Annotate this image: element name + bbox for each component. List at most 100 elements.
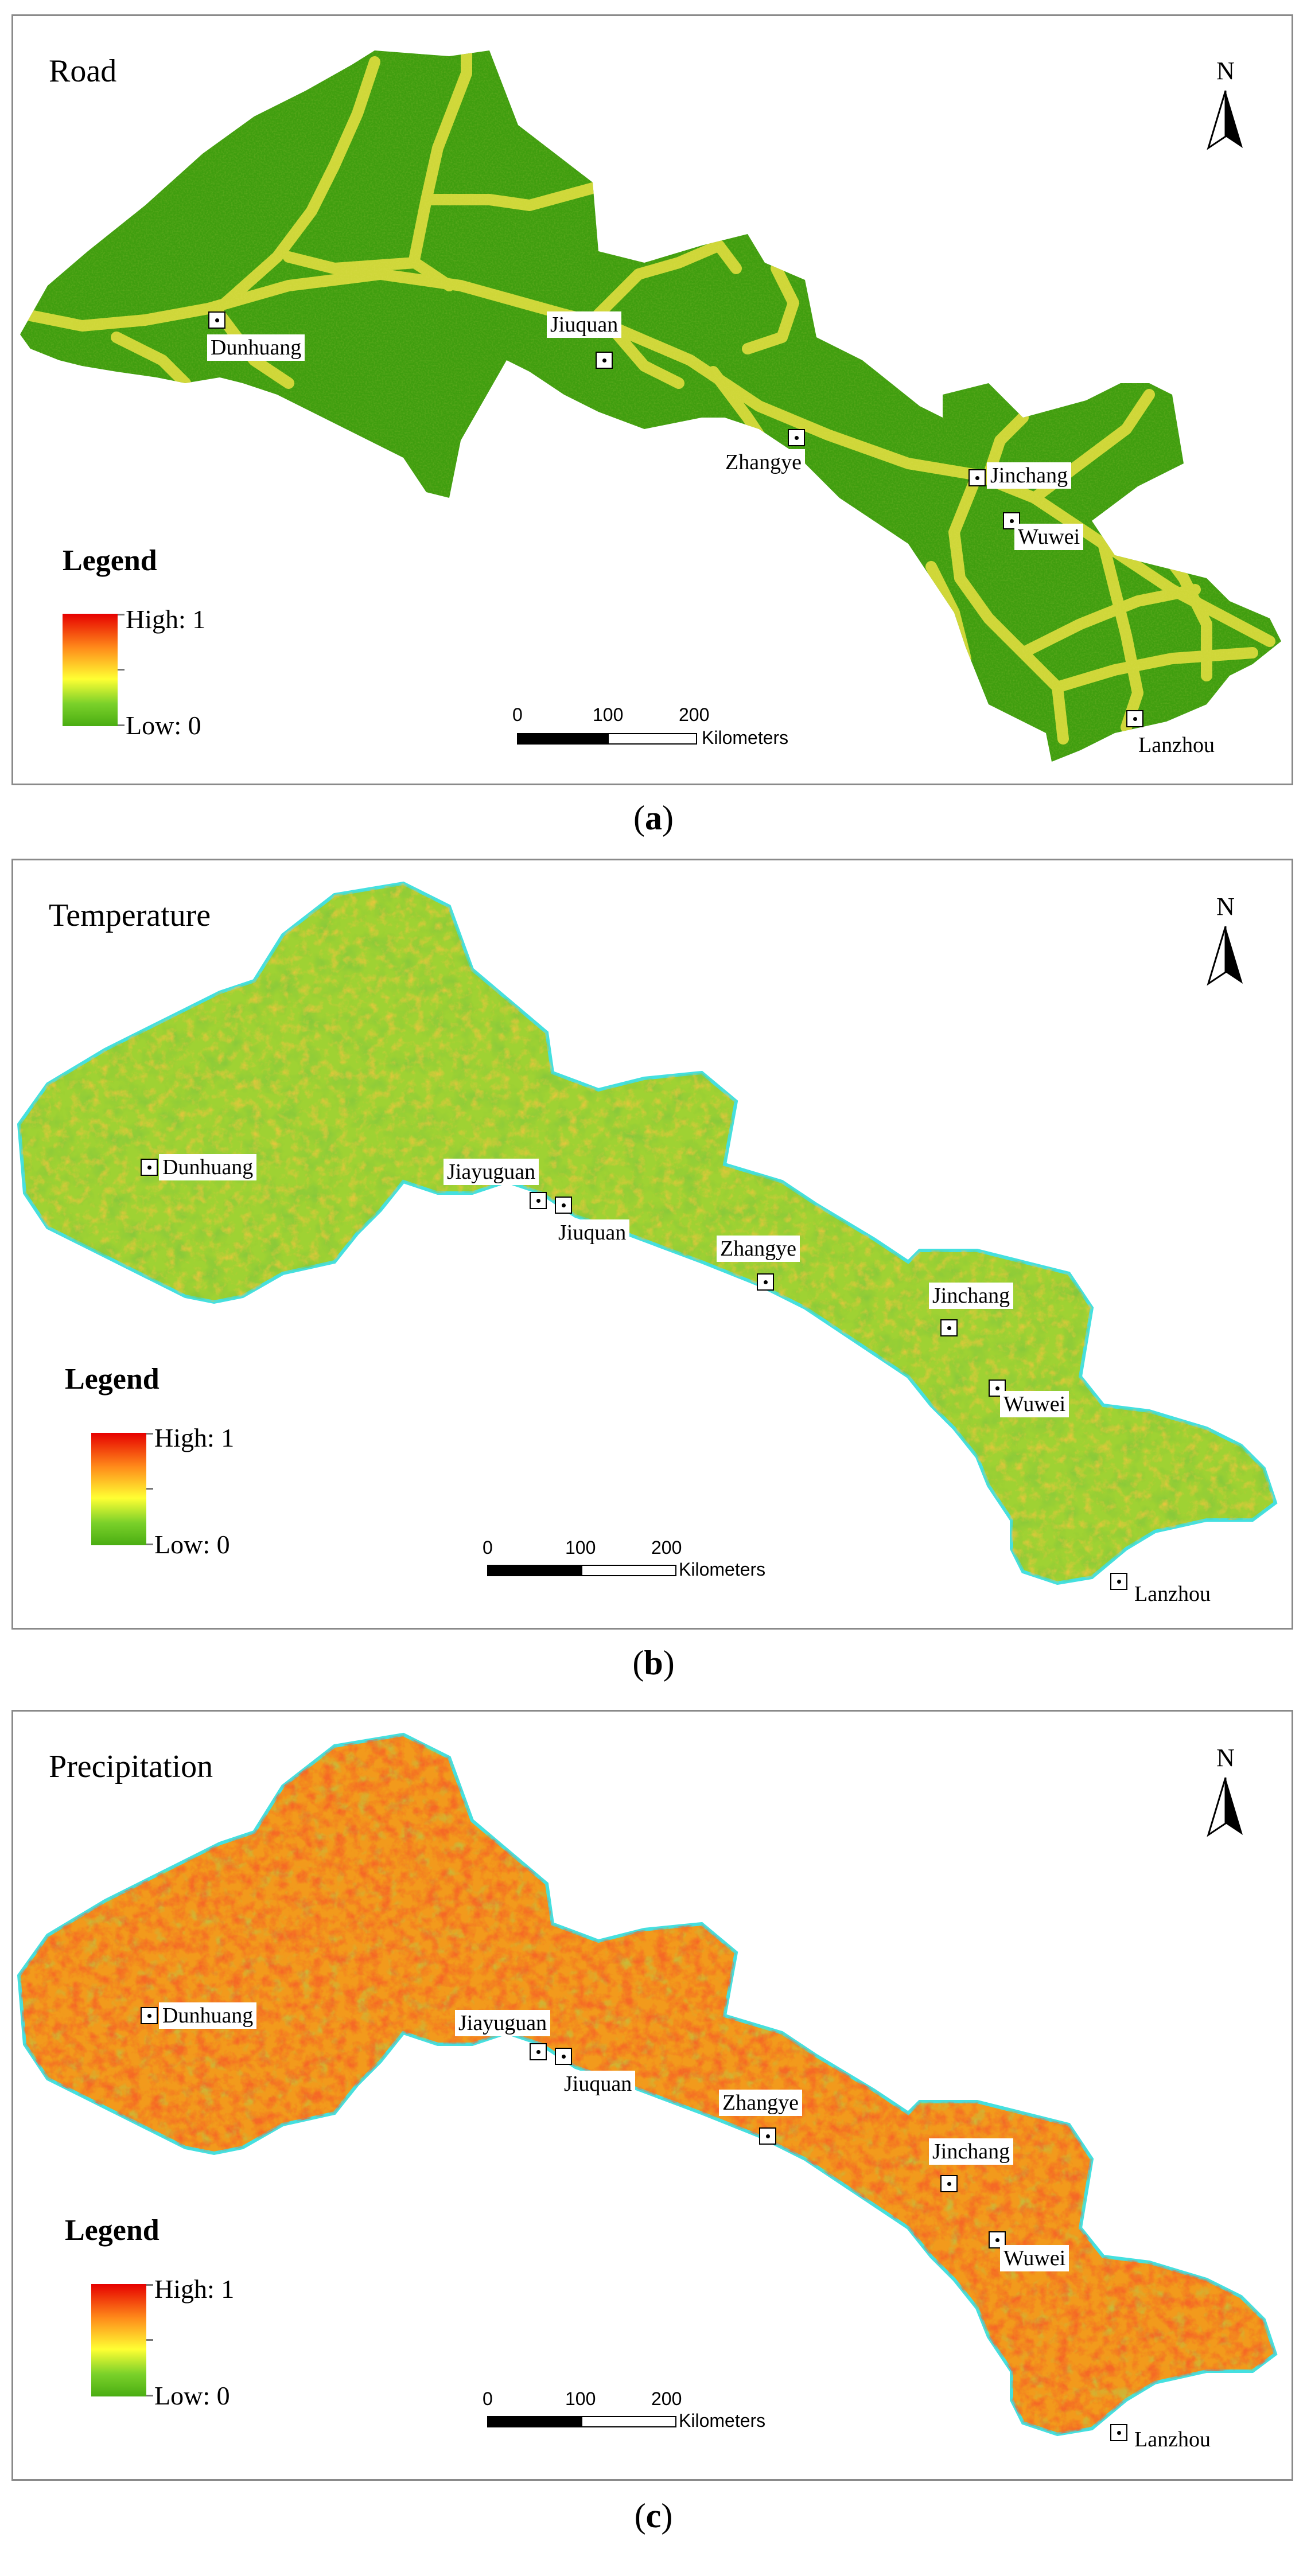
legend-tick xyxy=(118,669,125,671)
city-label: Jiuquan xyxy=(547,311,622,338)
legend-low-label: Low: 0 xyxy=(154,1530,230,1559)
legend-tick xyxy=(118,724,125,726)
north-arrow: N xyxy=(1194,892,1257,1007)
city-marker-icon xyxy=(1110,1573,1127,1590)
city-label: Zhangye xyxy=(717,1236,800,1262)
city-label: Lanzhou xyxy=(1131,1581,1214,1607)
caption-c: (c) xyxy=(634,2497,673,2535)
scale-unit: Kilometers xyxy=(702,727,789,748)
scale-tick-200: 200 xyxy=(651,2388,682,2409)
legend-color-ramp xyxy=(91,2284,146,2396)
city-label: Lanzhou xyxy=(1135,732,1218,758)
north-arrow-icon xyxy=(1207,90,1243,150)
road-density-texture xyxy=(20,50,1281,762)
caption-letter: c xyxy=(645,2497,662,2535)
city-label: Jiayuguan xyxy=(444,1159,539,1185)
scale-tick-100: 100 xyxy=(565,2388,596,2409)
panel-title: Precipitation xyxy=(49,1749,213,1784)
temperature-map-canvas xyxy=(17,881,1278,1585)
city-label: Wuwei xyxy=(1000,1391,1069,1417)
caption-b: (b) xyxy=(632,1644,675,1682)
city-marker-icon xyxy=(208,311,225,329)
city-label: Dunhuang xyxy=(159,1154,257,1180)
legend-tick xyxy=(146,2284,153,2286)
north-arrow-icon xyxy=(1207,926,1243,986)
scale-bar-black xyxy=(517,733,609,745)
scale-tick-0: 0 xyxy=(512,704,523,725)
city-marker-icon xyxy=(1126,710,1143,727)
city-label: Dunhuang xyxy=(207,334,305,361)
scale-bar-white xyxy=(581,1565,676,1576)
north-label: N xyxy=(1216,893,1235,921)
city-marker-icon xyxy=(530,2043,547,2060)
city-marker-icon xyxy=(940,1319,958,1336)
scale-bar-white xyxy=(608,733,697,745)
map-panel-precipitation: Precipitation N Legend High: 1 Low: 0 0 … xyxy=(11,1710,1293,2481)
north-arrow: N xyxy=(1194,1743,1257,1858)
city-label: Jinchang xyxy=(929,1283,1014,1309)
city-label: Zhangye xyxy=(719,2090,802,2116)
scale-tick-100: 100 xyxy=(593,704,624,725)
legend-tick xyxy=(146,2395,153,2396)
city-label: Jiuquan xyxy=(561,2071,636,2097)
legend-title: Legend xyxy=(63,544,157,577)
city-label: Jinchang xyxy=(987,462,1072,489)
scale-unit: Kilometers xyxy=(679,2410,766,2431)
scale-tick-0: 0 xyxy=(483,1537,493,1558)
map-panel-temperature: Temperature N Legend High: 1 Low: 0 0 10… xyxy=(11,859,1293,1630)
north-arrow: N xyxy=(1194,56,1257,171)
north-label: N xyxy=(1216,1744,1235,1772)
scale-bar-white xyxy=(581,2416,676,2427)
city-marker-icon xyxy=(940,2175,958,2192)
city-marker-icon xyxy=(555,1197,572,1214)
city-marker-icon xyxy=(596,352,613,369)
city-marker-icon xyxy=(1110,2424,1127,2441)
city-label: Jinchang xyxy=(929,2138,1014,2165)
legend-color-ramp xyxy=(63,614,118,726)
caption-letter: a xyxy=(645,799,662,837)
city-label: Wuwei xyxy=(1000,2245,1069,2271)
legend-tick xyxy=(118,614,125,615)
legend-tick xyxy=(146,1544,153,1545)
legend-tick xyxy=(146,1488,153,1490)
city-marker-icon xyxy=(141,2007,158,2024)
precipitation-map-canvas xyxy=(17,1732,1278,2437)
city-marker-icon xyxy=(968,469,986,486)
scale-tick-200: 200 xyxy=(651,1537,682,1558)
city-marker-icon xyxy=(141,1159,158,1176)
city-marker-icon xyxy=(989,1379,1006,1397)
city-label: Dunhuang xyxy=(159,2002,257,2029)
legend-title: Legend xyxy=(65,1363,160,1396)
caption-letter: b xyxy=(644,1644,663,1682)
panel-title: Temperature xyxy=(49,898,211,933)
legend-tick xyxy=(146,2339,153,2341)
legend-high-label: High: 1 xyxy=(154,1423,235,1452)
city-label: Jiuquan xyxy=(555,1219,630,1246)
city-label: Zhangye xyxy=(722,449,805,476)
legend-low-label: Low: 0 xyxy=(126,711,201,740)
city-label: Jiayuguan xyxy=(455,2010,551,2036)
scale-bar-black xyxy=(487,1565,582,1576)
legend-title: Legend xyxy=(65,2214,160,2247)
scale-bar-black xyxy=(487,2416,582,2427)
scale-tick-100: 100 xyxy=(565,1537,596,1558)
city-label: Lanzhou xyxy=(1131,2426,1214,2453)
legend-high-label: High: 1 xyxy=(126,605,206,634)
city-label: Wuwei xyxy=(1014,524,1084,550)
legend-color-ramp xyxy=(91,1433,146,1545)
legend-tick xyxy=(146,1433,153,1435)
scale-unit: Kilometers xyxy=(679,1559,766,1580)
city-marker-icon xyxy=(555,2048,572,2065)
legend-low-label: Low: 0 xyxy=(154,2381,230,2410)
legend-high-label: High: 1 xyxy=(154,2274,235,2304)
scale-tick-200: 200 xyxy=(679,704,710,725)
scale-tick-0: 0 xyxy=(483,2388,493,2409)
city-marker-icon xyxy=(757,1273,774,1291)
city-marker-icon xyxy=(759,2127,776,2145)
north-arrow-icon xyxy=(1207,1777,1243,1837)
north-label: N xyxy=(1216,57,1235,85)
caption-a: (a) xyxy=(633,799,674,837)
city-marker-icon xyxy=(788,429,805,446)
map-panel-road: Road N Legend High: 1 Low: 0 0 100 200 K… xyxy=(11,14,1293,785)
city-marker-icon xyxy=(530,1192,547,1209)
